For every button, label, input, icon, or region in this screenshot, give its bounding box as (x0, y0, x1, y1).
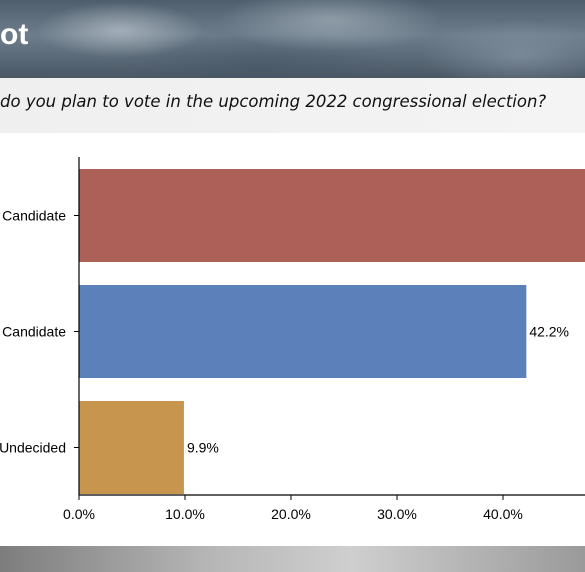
category-label: Candidate (2, 208, 66, 224)
question-text: do you plan to vote in the upcoming 2022… (0, 92, 547, 111)
bar (79, 169, 585, 262)
data-label: 42.2% (529, 324, 569, 340)
question-bar: do you plan to vote in the upcoming 2022… (0, 78, 585, 133)
category-label: Candidate (2, 324, 66, 340)
data-label: 9.9% (187, 440, 219, 456)
bar (79, 285, 527, 378)
bar (79, 401, 184, 494)
x-tick-label: 40.0% (483, 506, 523, 522)
footer-bar (0, 546, 585, 572)
x-tick-label: 10.0% (165, 506, 205, 522)
x-tick-label: 20.0% (271, 506, 311, 522)
bar-chart: Candidate Candidate 42.2% Undecided 9.9% 0.0%… (0, 157, 585, 522)
x-tick-label: 30.0% (377, 506, 417, 522)
x-tick-label: 0.0% (63, 506, 95, 522)
header-banner: ot (0, 0, 585, 78)
category-label: Undecided (0, 440, 66, 456)
page-title: ot (0, 18, 29, 51)
